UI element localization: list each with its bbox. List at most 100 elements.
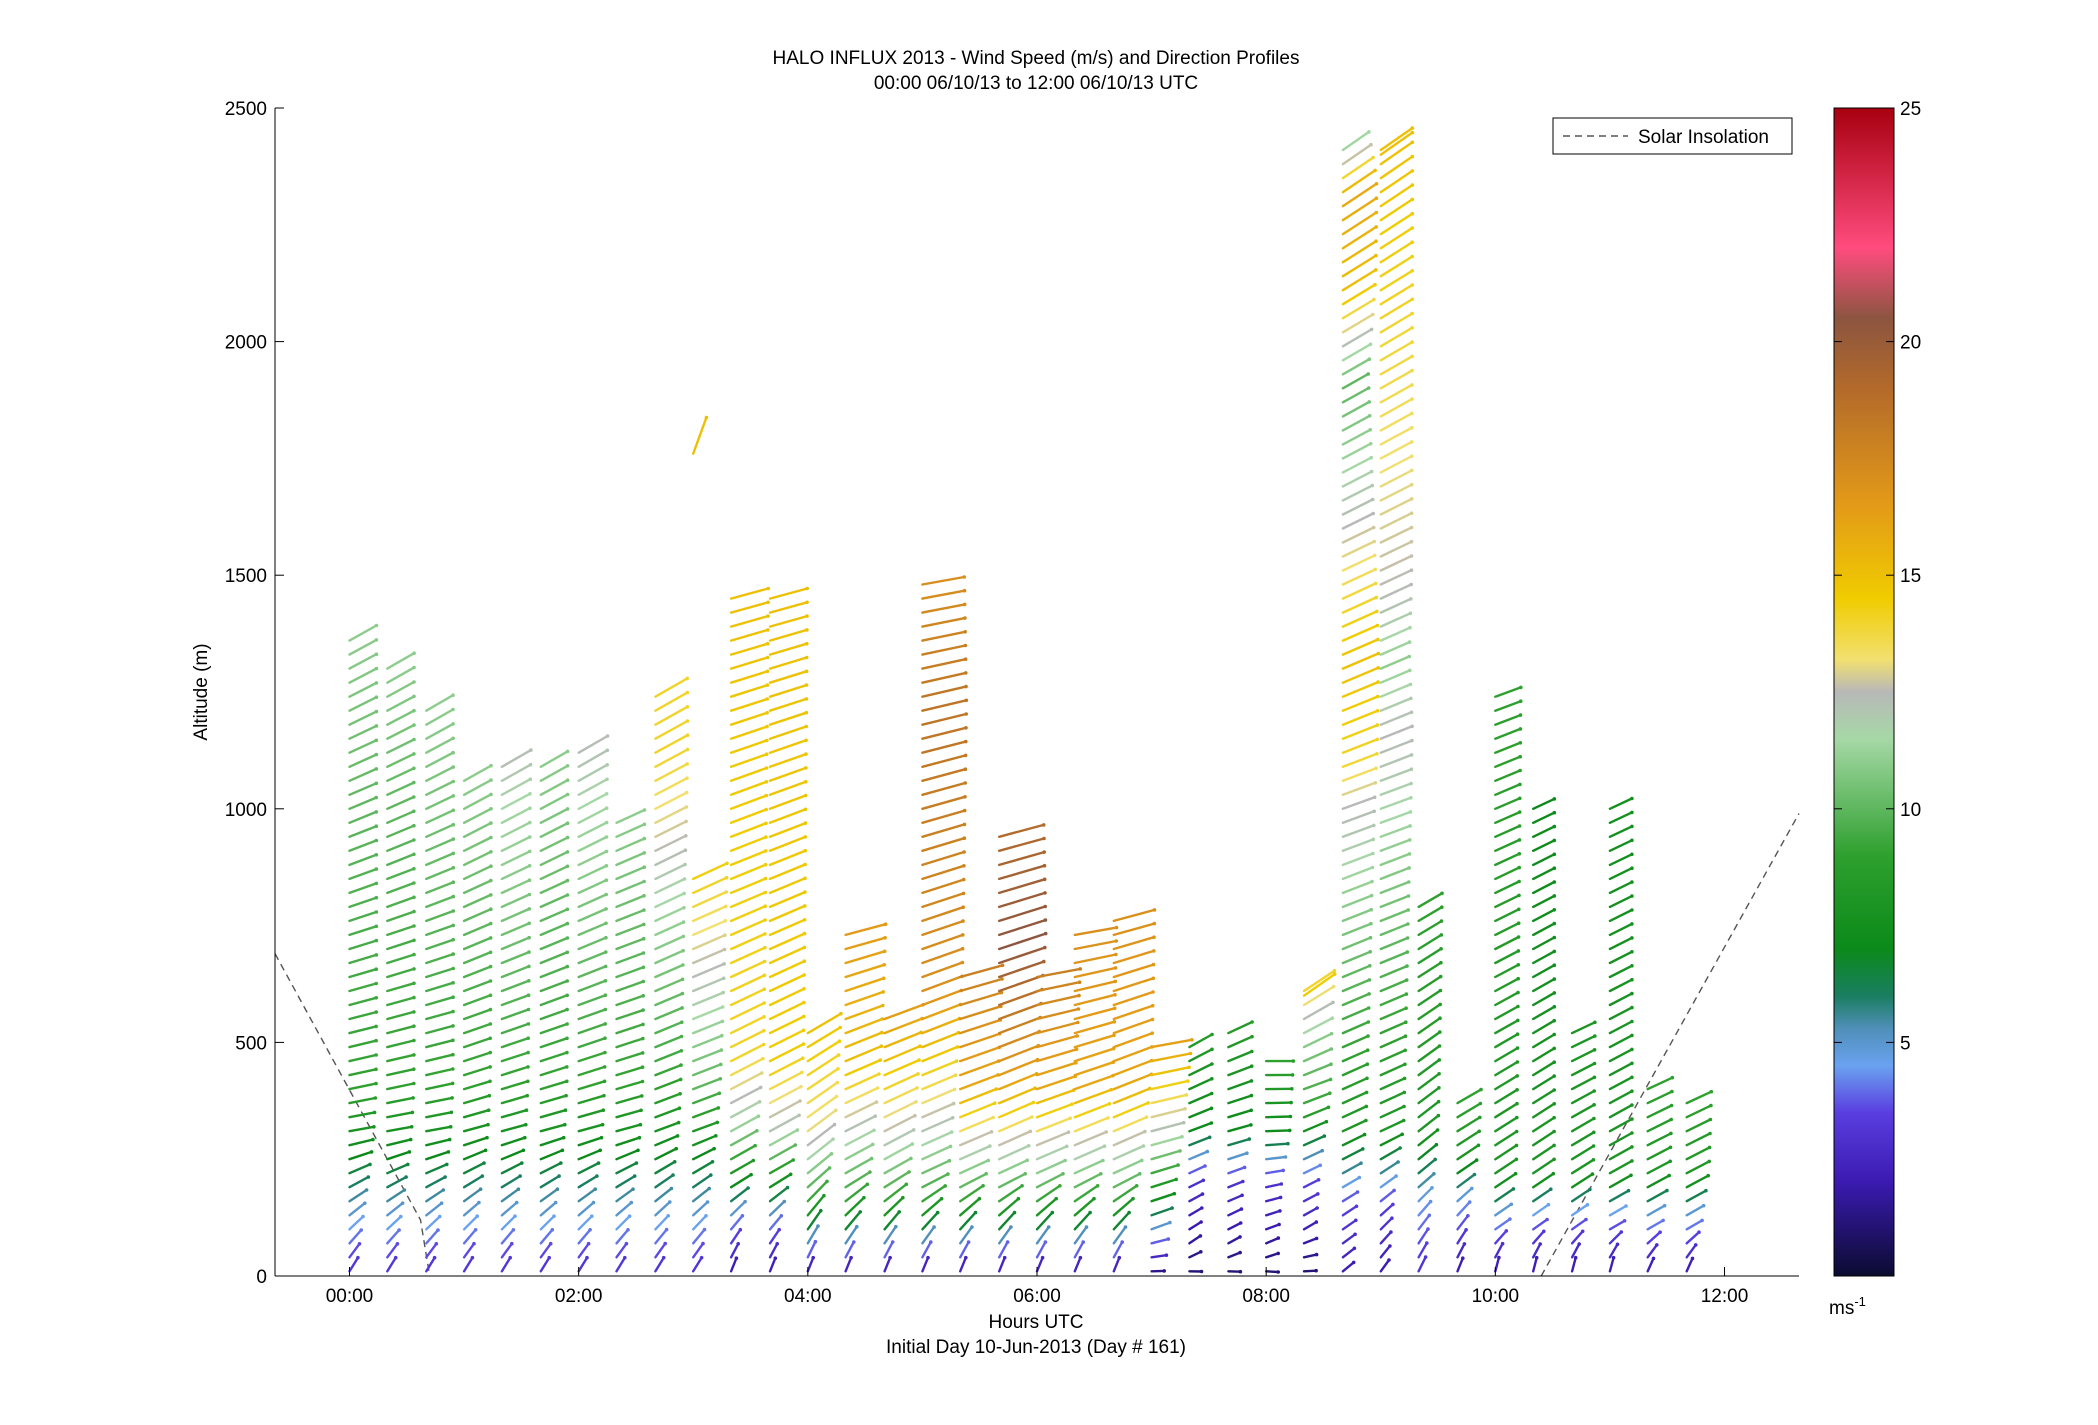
wind-barb-head [1439, 933, 1444, 937]
wind-barb [1073, 1225, 1088, 1245]
wind-barb [768, 1099, 802, 1119]
wind-barb-head [486, 1108, 491, 1112]
wind-barb-head [966, 1240, 971, 1244]
wind-barb-head [1476, 1143, 1481, 1148]
wind-barb [1302, 1106, 1330, 1119]
wind-barb [921, 1145, 952, 1161]
wind-barb [1379, 455, 1414, 474]
wind-barb-head [1552, 797, 1557, 801]
wind-barb [348, 638, 378, 656]
wind-barb-head [527, 964, 531, 969]
wind-barb [692, 1048, 723, 1063]
wind-barb-head [901, 1195, 905, 1200]
wind-barb-head [1076, 1007, 1081, 1011]
legend: Solar Insolation [1552, 117, 1793, 155]
wind-barb [768, 1158, 795, 1175]
wind-barb [729, 656, 769, 670]
wind-barb-head [914, 1100, 918, 1104]
wind-barb [1112, 1059, 1153, 1077]
wind-barb-head [374, 938, 379, 943]
wind-barb-head [915, 1086, 919, 1090]
wind-barb-head [641, 936, 646, 941]
wind-barb [425, 1242, 438, 1259]
wind-barb [348, 696, 378, 712]
wind-barb [1150, 1066, 1191, 1077]
wind-barb-head [1365, 1062, 1370, 1066]
wind-barb [577, 1149, 602, 1161]
wind-barb [729, 683, 769, 698]
wind-barb-head [679, 1063, 683, 1067]
wind-barb [577, 1201, 595, 1217]
wind-barb [654, 935, 685, 951]
wind-barb [1341, 156, 1375, 180]
wind-barb [1112, 1211, 1131, 1231]
wind-barb-head [1552, 991, 1557, 995]
wind-barb [1379, 526, 1413, 544]
wind-barb [1685, 1146, 1711, 1161]
wind-barb-head [868, 1170, 872, 1174]
wind-barb [1608, 1048, 1634, 1063]
wind-barb-head [412, 967, 416, 971]
wind-barb-head [1552, 1157, 1556, 1162]
wind-barb-head [1592, 1130, 1596, 1135]
wind-barb-head [565, 979, 569, 983]
wind-barb-head [962, 808, 967, 813]
wind-barb-head [897, 1210, 901, 1214]
wind-barb [1608, 839, 1634, 852]
wind-barb [386, 781, 415, 796]
wind-barb [348, 1188, 368, 1203]
wind-barb [1341, 695, 1380, 712]
wind-barb [577, 763, 609, 782]
wind-barb-head [1580, 1229, 1585, 1234]
wind-barb [1494, 1172, 1517, 1189]
wind-barb [998, 1197, 1020, 1217]
wind-barb-head [590, 1214, 594, 1218]
wind-barb [1341, 908, 1373, 923]
wind-barb-head [524, 1122, 528, 1127]
wind-barb [500, 1201, 518, 1217]
wind-barb [386, 881, 416, 895]
wind-barb-head [1630, 991, 1634, 996]
wind-barb-head [803, 793, 808, 798]
wind-barb [1531, 1256, 1538, 1273]
colorbar-tick-label: 15 [1900, 566, 1921, 587]
wind-barb [1341, 950, 1372, 965]
wind-barb-head [804, 697, 809, 701]
x-tick-label: 04:00 [784, 1286, 832, 1307]
wind-barb [959, 1018, 1002, 1035]
wind-barb [1685, 1104, 1713, 1119]
wind-barb [1341, 796, 1376, 810]
wind-barb [386, 824, 416, 838]
wind-barb [998, 864, 1046, 881]
wind-barb-head [1088, 1210, 1092, 1215]
wind-barb-head [1387, 1258, 1391, 1262]
wind-barb-head [527, 849, 532, 854]
wind-barb-head [803, 807, 808, 812]
wind-barb [998, 891, 1047, 909]
wind-barb [1341, 372, 1370, 390]
wind-barb [998, 1144, 1030, 1161]
wind-barb-head [1357, 1175, 1362, 1180]
wind-barb [539, 850, 569, 867]
wind-barb-head [599, 1135, 604, 1140]
wind-barb [577, 1051, 607, 1063]
wind-barb-head [963, 767, 968, 771]
wind-barb-head [888, 1255, 892, 1260]
wind-barb [883, 1210, 901, 1231]
wind-barb-head [1375, 709, 1380, 713]
wind-barb [729, 1242, 740, 1259]
wind-barb [1073, 1116, 1110, 1133]
wind-barb [348, 753, 378, 768]
wind-barb [500, 807, 532, 824]
wind-barb-head [565, 964, 570, 969]
wind-barb [959, 1211, 977, 1231]
wind-barb [577, 1214, 593, 1231]
wind-barb-head [1423, 1255, 1428, 1259]
wind-barb-head [765, 711, 769, 715]
wind-barb-head [374, 867, 379, 871]
wind-barb-head [804, 683, 809, 687]
wind-barb [921, 1045, 959, 1063]
wind-barb [577, 864, 608, 881]
wind-barb [768, 835, 807, 852]
wind-barb [348, 939, 378, 951]
